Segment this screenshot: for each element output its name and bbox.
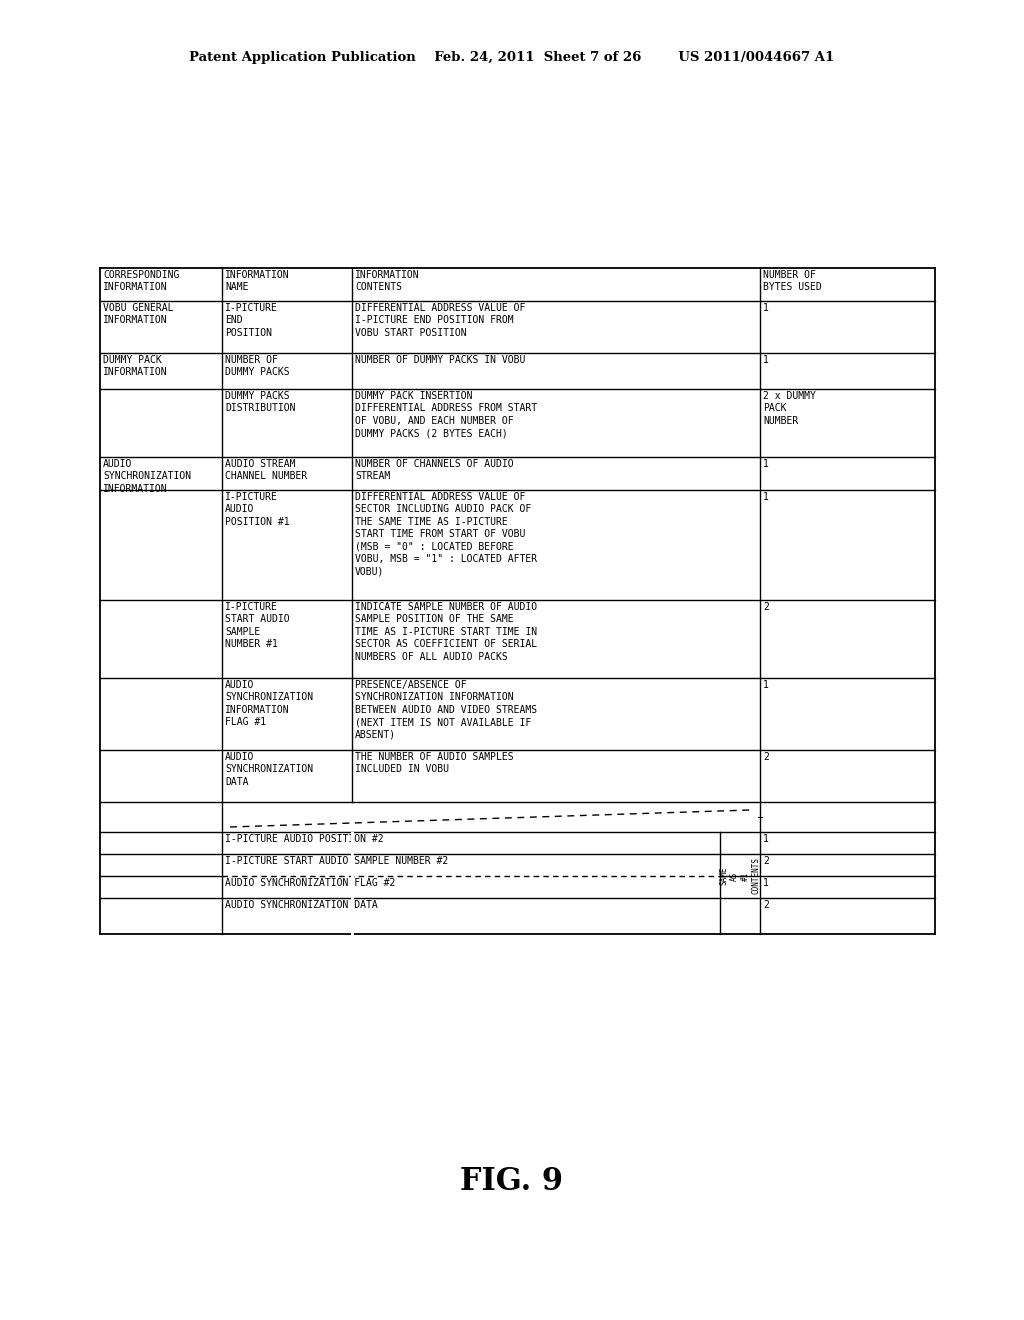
Text: NUMBER OF DUMMY PACKS IN VOBU: NUMBER OF DUMMY PACKS IN VOBU — [355, 355, 525, 366]
Text: NUMBER OF
BYTES USED: NUMBER OF BYTES USED — [763, 271, 821, 293]
Text: 1: 1 — [763, 680, 769, 690]
Text: I-PICTURE AUDIO POSITION #2: I-PICTURE AUDIO POSITION #2 — [225, 834, 384, 843]
Bar — [350, 832, 353, 935]
Text: 1: 1 — [763, 492, 769, 502]
Text: I-PICTURE START AUDIO SAMPLE NUMBER #2: I-PICTURE START AUDIO SAMPLE NUMBER #2 — [225, 855, 449, 866]
Text: 2: 2 — [763, 855, 769, 866]
Text: 1: 1 — [763, 459, 769, 469]
Text: AUDIO
SYNCHRONIZATION
INFORMATION
FLAG #1: AUDIO SYNCHRONIZATION INFORMATION FLAG #… — [225, 680, 313, 727]
Text: SAME
AS
#1
CONTENTS: SAME AS #1 CONTENTS — [720, 858, 760, 895]
Text: THE NUMBER OF AUDIO SAMPLES
INCLUDED IN VOBU: THE NUMBER OF AUDIO SAMPLES INCLUDED IN … — [355, 752, 514, 775]
Text: PRESENCE/ABSENCE OF
SYNCHRONIZATION INFORMATION
BETWEEN AUDIO AND VIDEO STREAMS
: PRESENCE/ABSENCE OF SYNCHRONIZATION INFO… — [355, 680, 538, 739]
Text: DUMMY PACK
INFORMATION: DUMMY PACK INFORMATION — [103, 355, 168, 378]
Text: INFORMATION
CONTENTS: INFORMATION CONTENTS — [355, 271, 420, 293]
Text: AUDIO
SYNCHRONIZATION
INFORMATION: AUDIO SYNCHRONIZATION INFORMATION — [103, 459, 191, 494]
Text: FIG. 9: FIG. 9 — [461, 1167, 563, 1197]
Text: 2: 2 — [763, 752, 769, 762]
Text: AUDIO SYNCHRONIZATION FLAG #2: AUDIO SYNCHRONIZATION FLAG #2 — [225, 878, 395, 888]
Text: NUMBER OF
DUMMY PACKS: NUMBER OF DUMMY PACKS — [225, 355, 290, 378]
Text: VOBU GENERAL
INFORMATION: VOBU GENERAL INFORMATION — [103, 304, 173, 326]
Text: 1: 1 — [763, 304, 769, 313]
Text: INDICATE SAMPLE NUMBER OF AUDIO
SAMPLE POSITION OF THE SAME
TIME AS I-PICTURE ST: INDICATE SAMPLE NUMBER OF AUDIO SAMPLE P… — [355, 602, 538, 661]
Text: DIFFERENTIAL ADDRESS VALUE OF
I-PICTURE END POSITION FROM
VOBU START POSITION: DIFFERENTIAL ADDRESS VALUE OF I-PICTURE … — [355, 304, 525, 338]
Text: 2: 2 — [763, 900, 769, 909]
Text: AUDIO STREAM
CHANNEL NUMBER: AUDIO STREAM CHANNEL NUMBER — [225, 459, 307, 482]
Text: DUMMY PACK INSERTION
DIFFERENTIAL ADDRESS FROM START
OF VOBU, AND EACH NUMBER OF: DUMMY PACK INSERTION DIFFERENTIAL ADDRES… — [355, 391, 538, 438]
Text: 1: 1 — [763, 355, 769, 366]
Text: CORRESPONDING
INFORMATION: CORRESPONDING INFORMATION — [103, 271, 179, 293]
Text: 1: 1 — [763, 834, 769, 843]
Text: DUMMY PACKS
DISTRIBUTION: DUMMY PACKS DISTRIBUTION — [225, 391, 296, 413]
Text: I-PICTURE
AUDIO
POSITION #1: I-PICTURE AUDIO POSITION #1 — [225, 492, 290, 527]
Text: DIFFERENTIAL ADDRESS VALUE OF
SECTOR INCLUDING AUDIO PACK OF
THE SAME TIME AS I-: DIFFERENTIAL ADDRESS VALUE OF SECTOR INC… — [355, 492, 538, 577]
Text: 2: 2 — [763, 602, 769, 612]
Text: AUDIO
SYNCHRONIZATION
DATA: AUDIO SYNCHRONIZATION DATA — [225, 752, 313, 787]
Text: I-PICTURE
START AUDIO
SAMPLE
NUMBER #1: I-PICTURE START AUDIO SAMPLE NUMBER #1 — [225, 602, 290, 649]
Text: NUMBER OF CHANNELS OF AUDIO
STREAM: NUMBER OF CHANNELS OF AUDIO STREAM — [355, 459, 514, 482]
Text: Patent Application Publication    Feb. 24, 2011  Sheet 7 of 26        US 2011/00: Patent Application Publication Feb. 24, … — [189, 51, 835, 65]
Text: 1: 1 — [763, 878, 769, 888]
Text: AUDIO SYNCHRONIZATION DATA: AUDIO SYNCHRONIZATION DATA — [225, 900, 378, 909]
Text: 2 x DUMMY
PACK
NUMBER: 2 x DUMMY PACK NUMBER — [763, 391, 816, 426]
Text: INFORMATION
NAME: INFORMATION NAME — [225, 271, 290, 293]
Text: I-PICTURE
END
POSITION: I-PICTURE END POSITION — [225, 304, 278, 338]
